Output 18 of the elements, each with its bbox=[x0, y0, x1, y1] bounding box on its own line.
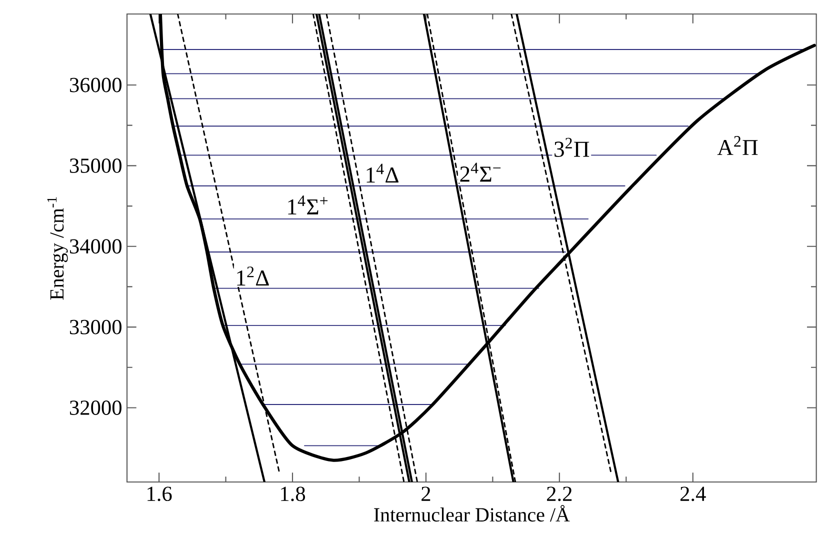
annotation: 3$^{2}$Π bbox=[554, 138, 590, 157]
annotation: 1$^{4}$Δ bbox=[366, 164, 398, 183]
x-tick-label: 1.6 bbox=[148, 486, 172, 502]
x-tick-label: 1.8 bbox=[281, 486, 306, 502]
x-tick-label: 2 bbox=[422, 486, 430, 501]
y-tick-label: 35000 bbox=[70, 158, 122, 173]
annotation: 2$^{4}$Σ$^{−}$ bbox=[460, 162, 501, 182]
y-tick-label: 34000 bbox=[70, 239, 122, 254]
x-axis-title: Internuclear Distance /Å bbox=[374, 505, 570, 522]
y-axis-title: Energy /cm$^{-1}$ bbox=[47, 197, 68, 300]
y-tick-label: 36000 bbox=[70, 78, 122, 92]
x-tick-label: 2.4 bbox=[680, 486, 706, 502]
y-tick-label: 33000 bbox=[70, 320, 122, 334]
annotation: 1$^{4}$Σ$^{+}$ bbox=[288, 196, 328, 214]
y-tick-label: 32000 bbox=[70, 400, 122, 415]
x-tick-label: 2.2 bbox=[547, 486, 572, 502]
annotation: 1$^{2}$Δ bbox=[237, 266, 269, 286]
annotation: A$^{2}$Π bbox=[717, 136, 758, 155]
